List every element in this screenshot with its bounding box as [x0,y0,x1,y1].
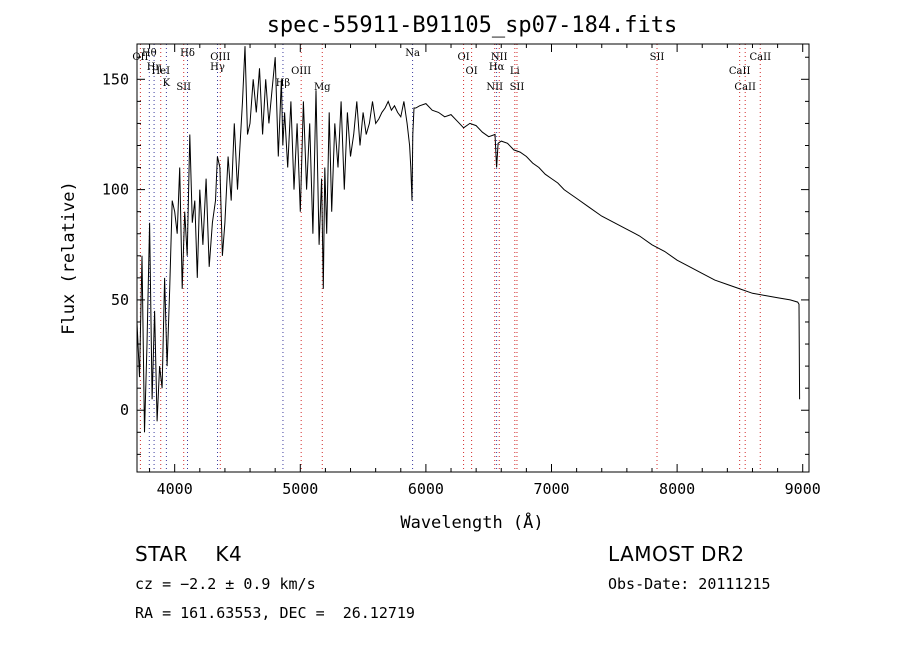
line-labels: HθHηKHδHγHβNaHαOIIHeISIIOIIIOIIIMgOIOINI… [132,48,771,93]
line-label-Hη: Hη [147,62,162,73]
line-label-Hθ: Hθ [142,48,157,59]
line-label-SII: SII [510,82,525,93]
plot-frame [136,43,810,473]
line-label-OI: OI [466,66,478,77]
line-label-K: K [163,78,171,89]
line-label-CaII: CaII [729,66,751,77]
y-tick-label: 50 [111,291,129,309]
x-tick-label: 7000 [533,480,569,498]
line-label-SII: SII [176,82,191,93]
line-label-HeI: HeI [151,66,170,77]
line-label-OIII: OIII [291,66,311,77]
reference-lines [139,44,761,472]
y-axis-ticks: 0 50 100 150 [102,56,809,455]
line-label-NII: NII [486,82,503,93]
line-label-NII: NII [491,52,508,63]
object-type: STAR K4 [135,542,243,566]
y-tick-label: 150 [102,70,129,88]
line-label-Mg: Mg [314,82,331,93]
x-tick-label: 5000 [282,480,318,498]
line-label-Hδ: Hδ [180,48,195,59]
line-label-Na: Na [405,48,420,59]
chart-title: spec-55911-B91105_sp07-184.fits [267,13,678,38]
line-label-CaII: CaII [734,82,756,93]
x-axis-label: Wavelength (Å) [400,511,543,533]
line-label-SII: SII [650,52,665,63]
x-tick-label: 8000 [659,480,695,498]
y-tick-label: 0 [120,401,129,419]
x-tick-label: 9000 [785,480,821,498]
coordinates: RA = 161.63553, DEC = 26.12719 [135,604,415,622]
x-tick-label: 4000 [157,480,193,498]
line-label-CaII: CaII [750,52,772,63]
line-label-Hγ: Hγ [210,62,225,73]
spectrum-line [136,46,801,433]
observation-date: Obs-Date: 20111215 [608,575,771,593]
y-tick-label: 100 [102,181,129,199]
redshift-value: cz = −2.2 ± 0.9 km/s [135,575,316,593]
line-label-Hα: Hα [489,62,505,73]
line-label-Hβ: Hβ [276,78,291,89]
x-axis-ticks: 4000 5000 6000 7000 8000 9000 [149,44,821,498]
survey-name: LAMOST DR2 [608,542,745,566]
line-label-OIII: OIII [210,52,230,63]
line-label-OI: OI [458,52,470,63]
x-tick-label: 6000 [408,480,444,498]
y-axis-label: Flux (relative) [59,181,79,335]
line-label-Li: Li [510,66,520,77]
